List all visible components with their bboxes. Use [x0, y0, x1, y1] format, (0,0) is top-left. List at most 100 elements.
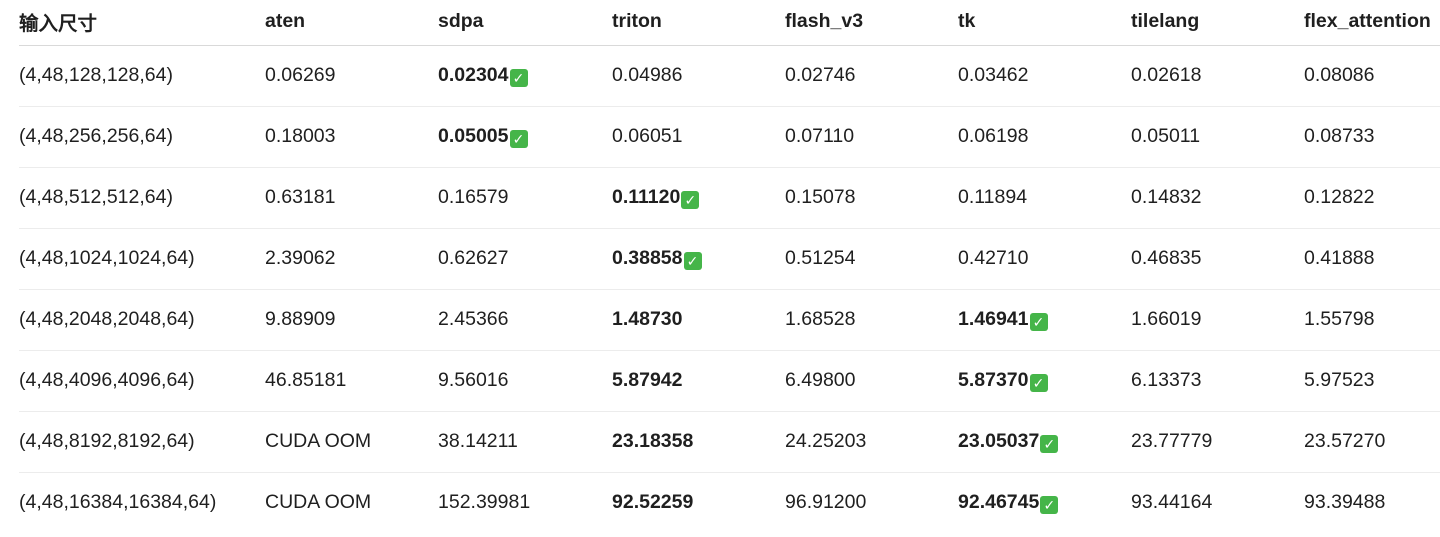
cell-flex-attention: 0.12822 [1304, 167, 1440, 229]
check-mark-icon: ✓ [509, 130, 528, 148]
cell-sdpa: 0.02304 ✓ [438, 45, 612, 107]
check-mark-icon: ✓ [1040, 435, 1059, 453]
cell-flex-attention: 93.39488 [1304, 472, 1440, 533]
cell-tilelang: 93.44164 [1131, 472, 1304, 533]
cell-value: (4,48,512,512,64) [19, 186, 173, 208]
header-row: 输入尺寸 aten sdpa triton flash_v3 tk tilela… [19, 0, 1440, 46]
cell-value: 38.14211 [438, 430, 518, 452]
cell-value: 1.46941 [958, 308, 1029, 330]
cell-value: 0.06051 [612, 125, 683, 147]
cell-sdpa: 9.56016 [438, 350, 612, 412]
cell-value: 0.51254 [785, 247, 856, 269]
cell-tk: 5.87370 ✓ [958, 350, 1131, 412]
cell-tk: 0.03462 [958, 45, 1131, 107]
cell-aten: CUDA OOM [265, 472, 438, 533]
cell-value: (4,48,256,256,64) [19, 125, 173, 147]
cell-value: 0.16579 [438, 186, 509, 208]
cell-sdpa: 0.16579 [438, 167, 612, 229]
cell-value: 0.06269 [265, 64, 336, 86]
cell-flex-attention: 23.57270 [1304, 411, 1440, 473]
cell-value: CUDA OOM [265, 430, 372, 452]
cell-aten: 0.06269 [265, 45, 438, 107]
cell-value: 0.04986 [612, 64, 683, 86]
cell-triton: 92.52259 [612, 472, 785, 533]
cell-value: 0.63181 [265, 186, 336, 208]
cell-value: 0.11120 [612, 186, 681, 208]
cell-input-size: (4,48,512,512,64) [19, 167, 265, 229]
cell-tk: 1.46941 ✓ [958, 289, 1131, 351]
header-input-size: 输入尺寸 [19, 0, 265, 46]
cell-input-size: (4,48,16384,16384,64) [19, 472, 265, 533]
table-row: (4,48,2048,2048,64) 9.88909 2.45366 1.48730… [19, 289, 1440, 351]
cell-value: 23.77779 [1131, 430, 1213, 452]
table-row: (4,48,16384,16384,64) CUDA OOM 152.39981 92… [19, 472, 1440, 533]
header-tk: tk [958, 0, 1131, 46]
cell-value: (4,48,128,128,64) [19, 64, 173, 86]
cell-value: CUDA OOM [265, 491, 372, 514]
cell-value: 9.88909 [265, 308, 336, 330]
cell-value: 0.06198 [958, 125, 1029, 147]
cell-flash-v3: 24.25203 [785, 411, 958, 473]
cell-value: (4,48,4096,4096,64) [19, 369, 195, 391]
cell-value: 0.18003 [265, 125, 336, 147]
benchmark-table: 输入尺寸 aten sdpa triton flash_v3 tk tilela… [19, 0, 1440, 533]
cell-value: 0.38858 [612, 247, 683, 269]
check-mark-icon: ✓ [1040, 496, 1059, 515]
cell-value: (4,48,16384,16384,64) [19, 491, 217, 514]
cell-value: 0.41888 [1304, 247, 1375, 269]
cell-input-size: (4,48,8192,8192,64) [19, 411, 265, 473]
cell-value: 2.39062 [265, 247, 336, 269]
cell-value: 0.08733 [1304, 125, 1375, 147]
cell-flash-v3: 96.91200 [785, 472, 958, 533]
cell-tk: 0.06198 [958, 106, 1131, 168]
header-aten: aten [265, 0, 438, 46]
cell-value: 0.46835 [1131, 247, 1202, 269]
cell-value: 0.08086 [1304, 64, 1375, 86]
cell-tk: 0.42710 [958, 228, 1131, 290]
table-row: (4,48,256,256,64) 0.18003 0.05005 ✓ 0.06051 0… [19, 106, 1440, 168]
cell-flash-v3: 0.07110 [785, 106, 958, 168]
cell-value: 23.57270 [1304, 430, 1386, 452]
cell-value: 92.46745 [958, 491, 1040, 514]
cell-input-size: (4,48,128,128,64) [19, 45, 265, 107]
cell-value: 1.48730 [612, 308, 683, 330]
cell-aten: 46.85181 [265, 350, 438, 412]
table-body: (4,48,128,128,64) 0.06269 0.02304 ✓ 0.04986 0… [19, 45, 1440, 533]
cell-triton: 23.18358 [612, 411, 785, 473]
check-mark-icon: ✓ [681, 191, 700, 209]
cell-flex-attention: 0.08086 [1304, 45, 1440, 107]
cell-sdpa: 2.45366 [438, 289, 612, 351]
cell-input-size: (4,48,2048,2048,64) [19, 289, 265, 351]
cell-value: 0.05005 [438, 125, 509, 147]
cell-sdpa: 0.62627 [438, 228, 612, 290]
cell-value: (4,48,1024,1024,64) [19, 247, 195, 269]
cell-triton: 5.87942 [612, 350, 785, 412]
cell-value: (4,48,8192,8192,64) [19, 430, 195, 452]
cell-sdpa: 152.39981 [438, 472, 612, 533]
cell-value: 0.02304 [438, 64, 509, 86]
table-header: 输入尺寸 aten sdpa triton flash_v3 tk tilela… [19, 0, 1440, 46]
cell-value: 96.91200 [785, 491, 867, 514]
cell-value: 92.52259 [612, 491, 694, 514]
cell-value: 0.12822 [1304, 186, 1375, 208]
check-mark-icon: ✓ [1029, 313, 1048, 331]
cell-tilelang: 0.05011 [1131, 106, 1304, 168]
check-mark-icon: ✓ [683, 252, 702, 270]
cell-triton: 0.38858 ✓ [612, 228, 785, 290]
table-row: (4,48,4096,4096,64) 46.85181 9.56016 5.8794… [19, 350, 1440, 412]
cell-flash-v3: 0.51254 [785, 228, 958, 290]
cell-flash-v3: 0.02746 [785, 45, 958, 107]
cell-value: 5.87942 [612, 369, 683, 391]
cell-value: 93.39488 [1304, 491, 1386, 514]
cell-sdpa: 38.14211 [438, 411, 612, 473]
cell-input-size: (4,48,256,256,64) [19, 106, 265, 168]
header-flash-v3: flash_v3 [785, 0, 958, 46]
cell-value: 2.45366 [438, 308, 509, 330]
cell-value: 24.25203 [785, 430, 867, 452]
cell-value: 1.55798 [1304, 308, 1375, 330]
cell-value: 1.68528 [785, 308, 856, 330]
cell-value: 0.62627 [438, 247, 509, 269]
cell-sdpa: 0.05005 ✓ [438, 106, 612, 168]
cell-aten: 9.88909 [265, 289, 438, 351]
cell-flex-attention: 1.55798 [1304, 289, 1440, 351]
